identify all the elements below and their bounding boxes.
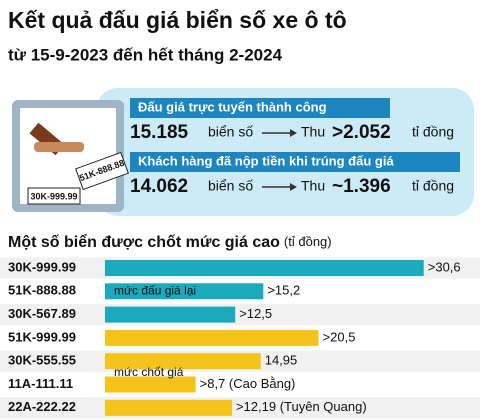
subtitle: từ 15-9-2023 đến hết tháng 2-2024 [8,45,283,64]
category-label: 22A-222.22 [8,399,76,414]
legend-label: mức chốt giá [114,365,184,379]
category-label: 30K-567.89 [8,306,76,321]
category-label: 51K-999.99 [8,329,76,344]
value-label: 14,95 [265,353,298,368]
value-label: >8,7 (Cao Bằng) [200,376,296,391]
category-label: 11A-111.11 [8,376,73,391]
summary-amount: ~1.396 [332,176,391,197]
category-label: 51K-888.88 [8,283,76,298]
value-label: >30,6 [428,259,461,274]
summary-label: Khách hàng đã nộp tiền khi trúng đấu giá [138,153,394,168]
bar [105,353,261,370]
summary-amount-unit: tỉ đồng [412,178,454,194]
summary: Đấu giá trực tuyến thành công 15.185 biển … [130,98,460,197]
bar [105,260,424,276]
category-label: 30K-555.55 [8,353,76,368]
summary-amount: >2.052 [332,122,391,143]
summary-verb: Thu [301,124,325,140]
summary-count: 14.062 [130,176,188,197]
value-label: >20,5 [323,329,356,344]
bar [105,306,236,323]
title: Kết quả đấu giá biển số xe ô tô [8,7,347,33]
bar [105,283,264,300]
chart-title: Một số biển được chốt mức giá cao (tỉ đồn… [8,233,332,251]
summary-verb: Thu [301,178,325,194]
chart: 30K-999.99 51K-888.88 30K-567.89 51K-999.99… [0,257,480,419]
laptop-illustration: 30K-999.99 51K-888.88 [12,100,129,212]
chart-title-text: Một số biển được chốt mức giá cao [8,233,280,251]
bar [105,329,319,346]
summary-count: 15.185 [130,122,189,143]
arrow-head [290,183,297,191]
summary-label: Đấu giá trực tuyến thành công [138,99,327,114]
legend-label: mức đấu giá lại [114,283,196,297]
summary-band [130,98,390,118]
bar [105,399,232,416]
summary-amount-unit: tỉ đồng [412,124,454,140]
arrow-head [290,129,297,137]
summary-count-unit: biển số [208,124,253,140]
value-label: >12,19 (Tuyên Quang) [236,399,367,414]
value-label: >15,2 [267,283,300,298]
value-label: >12,5 [239,306,272,321]
bar [105,376,196,393]
plate-text: 30K-999.99 [30,191,77,201]
category-label: 30K-999.99 [8,259,76,274]
summary-band [130,152,460,172]
unit: (tỉ đồng) [284,234,332,249]
summary-count-unit: biển số [208,178,253,194]
